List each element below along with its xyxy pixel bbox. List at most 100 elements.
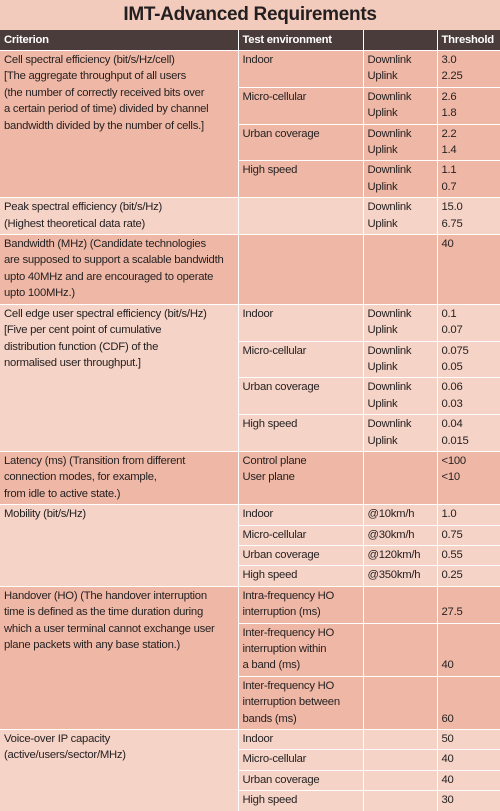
threshold-cell: 1.1 0.7 (437, 160, 500, 198)
criterion-text: plane packets with any base station.) (4, 639, 181, 651)
criterion-text: bandwidth divided by the number of cells… (4, 119, 204, 132)
header-test-environment: Test environment (238, 30, 364, 51)
environment-text: Micro-cellular (242, 753, 307, 766)
threshold-value: 0.7 (441, 180, 457, 193)
direction-cell (363, 675, 438, 730)
criterion-text: Latency (ms) (Transition from different (4, 454, 186, 467)
table-row: Micro-cellular @30km/h 0.75 (0, 524, 500, 546)
direction-cell (363, 622, 438, 677)
direction-cell (363, 729, 438, 750)
environment-text: Inter-frequency HO (242, 679, 335, 692)
test-environment-cell: Urban coverage (238, 769, 364, 791)
threshold-value: <10 (441, 471, 461, 484)
test-environment-cell: High speed (238, 565, 364, 587)
direction-text: Uplink (367, 434, 398, 447)
criterion-text: [Five per cent point of cumulative (4, 324, 162, 337)
table-row: Micro-cellular Downlink Uplink 0.075 0.05 (0, 340, 500, 378)
criterion-text: which a user terminal cannot exchange us… (4, 622, 215, 635)
direction-cell: @120km/h (363, 544, 438, 566)
threshold-value: 0.06 (441, 381, 463, 394)
environment-text: Intra-frequency HO (242, 589, 335, 602)
table-row: High speed @350km/h 0.25 (0, 565, 500, 587)
direction-text: Uplink (367, 217, 398, 230)
direction-text: Downlink (367, 344, 412, 357)
test-environment-cell: Indoor (238, 303, 364, 341)
criterion-text: a certain period of time) divided by cha… (4, 103, 209, 116)
environment-text: Micro-cellular (242, 344, 307, 357)
threshold-cell: 0.25 (437, 565, 500, 587)
test-environment-cell: Urban coverage (238, 377, 364, 415)
environment-text: User plane (242, 471, 295, 484)
table-row: Mobility (bit/s/Hz) Indoor @10km/h 1.0 (0, 504, 500, 587)
test-environment-cell: Inter-frequency HO interruption within a b… (238, 622, 364, 677)
direction-cell (363, 749, 438, 771)
table-row: Cell edge user spectral efficiency (bit/… (0, 303, 500, 452)
direction-text: Downlink (367, 90, 412, 103)
threshold-cell: 2.2 1.4 (437, 123, 500, 161)
criterion-text: Cell spectral efficiency (bit/s/Hz/cell) (4, 54, 175, 66)
criterion-text: are supposed to support a scalable bandw… (4, 254, 224, 267)
table-row: High speed Downlink Uplink 1.1 0.7 (0, 160, 500, 198)
criterion-group: Bandwidth (MHz) (Candidate technologies a… (0, 234, 500, 305)
table-row: Urban coverage @120km/h 0.55 (0, 544, 500, 566)
table-row: Urban coverage Downlink Uplink 2.2 1.4 (0, 123, 500, 161)
direction-cell: @30km/h (363, 524, 438, 546)
threshold-value: 0.04 (441, 418, 463, 431)
criterion-text: [The aggregate throughput of all users (4, 70, 187, 83)
environment-text: interruption between (242, 696, 341, 709)
threshold-cell: 0.06 0.03 (437, 377, 500, 415)
test-environment-cell: Inter-frequency HO interruption between ba… (238, 675, 364, 730)
header-criterion: Criterion (0, 30, 239, 51)
direction-text: Uplink (367, 180, 398, 193)
threshold-value (442, 588, 497, 604)
environment-text: Urban coverage (242, 127, 320, 140)
threshold-value: 0.05 (441, 360, 463, 373)
criterion-text: Cell edge user spectral efficiency (bit/… (4, 307, 207, 320)
table-row: Voice-over IP capacity (active/users/sect… (0, 729, 500, 811)
threshold-value: 30 (441, 794, 454, 807)
criterion-text: connection modes, for example, (4, 471, 157, 484)
direction-cell (363, 585, 438, 624)
threshold-value: 1.4 (441, 144, 457, 157)
requirements-table: Criterion Test environment Threshold Cel… (0, 30, 500, 811)
direction-text: Uplink (367, 324, 398, 337)
criterion-text: upto 100MHz.) (4, 287, 75, 300)
header-row: Criterion Test environment Threshold (0, 30, 500, 51)
threshold-cell: <100 <10 (437, 450, 500, 505)
header-threshold: Threshold (437, 30, 500, 51)
threshold-value: 27.5 (441, 606, 463, 619)
environment-text: a band (ms) (242, 659, 301, 672)
environment-text: bands (ms) (242, 712, 297, 725)
threshold-cell: 40 (437, 749, 500, 771)
environment-text: Micro-cellular (242, 528, 307, 541)
threshold-cell: 0.1 0.07 (437, 303, 500, 341)
environment-text: Urban coverage (242, 548, 320, 561)
direction-text: @350km/h (367, 569, 421, 582)
direction-text: Downlink (367, 127, 412, 140)
threshold-value: 1.1 (441, 164, 457, 177)
threshold-cell: 40 (437, 234, 500, 305)
table-row: Handover (HO) (The handover interruption… (0, 585, 500, 730)
threshold-value: 2.25 (441, 70, 463, 83)
threshold-value: 0.015 (441, 434, 469, 447)
threshold-cell: 0.075 0.05 (437, 340, 500, 378)
environment-text: Control plane (242, 454, 307, 467)
table-row: Inter-frequency HO interruption within a b… (0, 622, 500, 677)
test-environment-cell (238, 197, 364, 235)
threshold-cell: 27.5 (437, 585, 500, 624)
criterion-cell: Latency (ms) (Transition from different c… (0, 450, 239, 505)
environment-text: interruption (ms) (242, 606, 321, 619)
direction-cell: Downlink Uplink (363, 414, 438, 452)
table-row: Micro-cellular Downlink Uplink 2.6 1.8 (0, 86, 500, 125)
threshold-cell: 0.04 0.015 (437, 414, 500, 452)
test-environment-cell: Intra-frequency HO interruption (ms) (238, 585, 364, 624)
threshold-cell: 0.55 (437, 544, 500, 566)
direction-cell (363, 450, 438, 505)
direction-text: Uplink (367, 144, 398, 157)
threshold-value: 40 (441, 773, 454, 786)
threshold-cell: 40 (437, 622, 500, 677)
environment-text: High speed (242, 164, 298, 177)
direction-cell (363, 790, 438, 811)
environment-text: interruption within (242, 643, 327, 655)
table-header: Criterion Test environment Threshold (0, 30, 500, 51)
